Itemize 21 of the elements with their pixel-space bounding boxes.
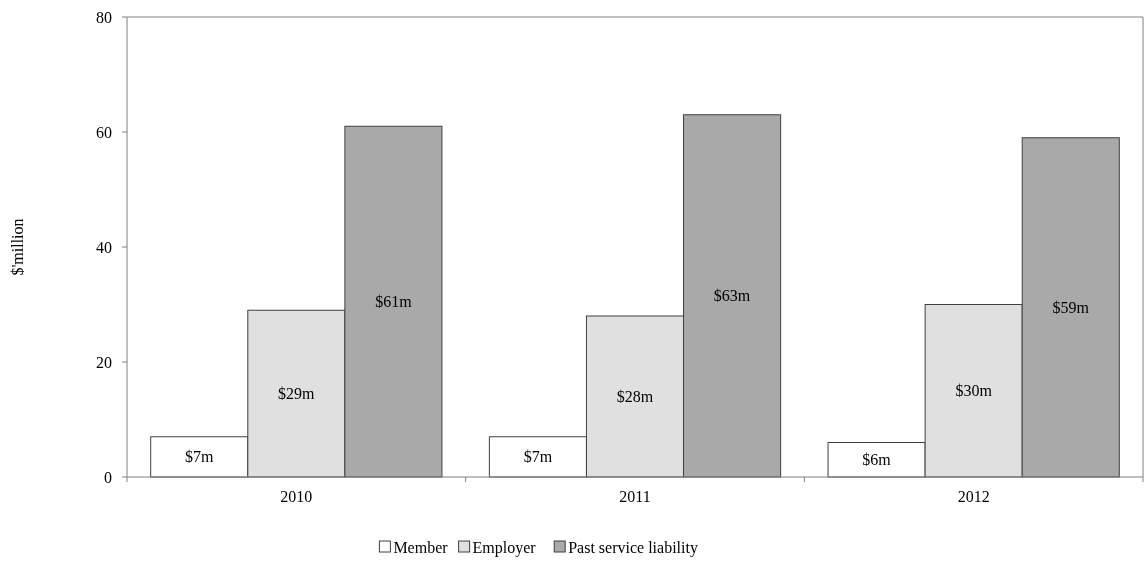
legend-label: Member [393, 539, 449, 556]
y-tick-label: 20 [96, 353, 112, 371]
x-tick-label: 2012 [957, 488, 990, 505]
y-tick-label: 0 [104, 468, 112, 486]
data-label: $6m [862, 451, 892, 469]
legend-label: Past service liability [568, 539, 698, 557]
x-tick-label: 2010 [280, 488, 313, 505]
data-label: $7m [523, 448, 553, 466]
x-tick-label: 2011 [619, 488, 651, 505]
data-label: $63m [713, 287, 751, 305]
y-axis-title: $'million [9, 218, 26, 276]
data-label: $59m [1052, 298, 1090, 316]
data-label: $29m [278, 385, 316, 403]
data-label: $61m [375, 293, 413, 311]
data-label: $30m [955, 382, 993, 400]
data-label: $28m [616, 388, 654, 405]
y-tick-label: 80 [96, 8, 112, 26]
legend-label: Employer [472, 539, 537, 557]
y-tick-label: 40 [96, 238, 112, 256]
y-tick-label: 60 [96, 123, 112, 141]
data-label: $7m [185, 448, 215, 466]
